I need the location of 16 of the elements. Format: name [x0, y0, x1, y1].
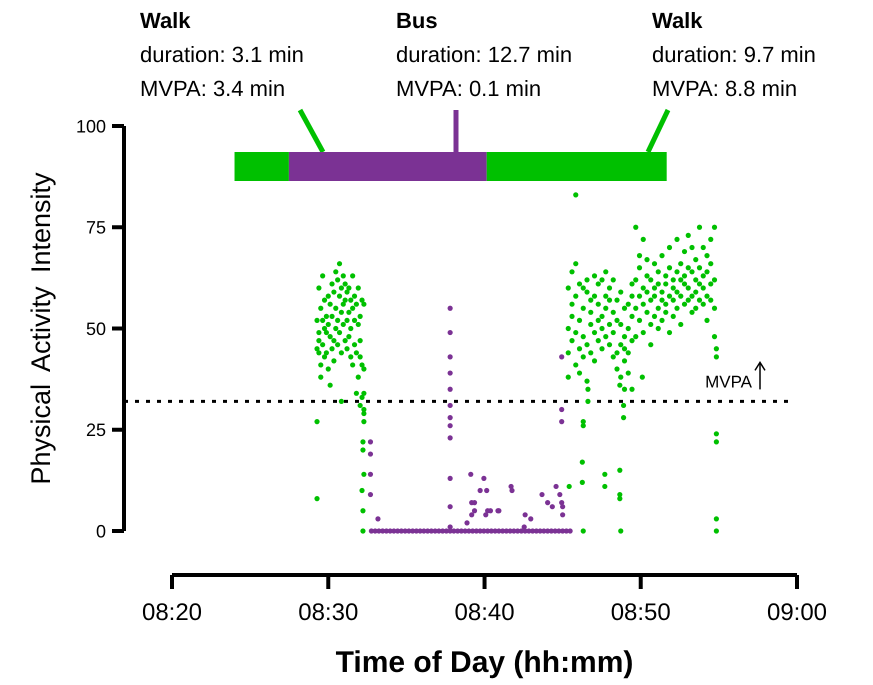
x-tick-label: 08:30 — [298, 599, 358, 626]
x-tick-label: 08:40 — [454, 599, 515, 626]
x-tick-label: 08:50 — [610, 599, 671, 626]
y-axis-title: Physical Activity Intensity — [26, 172, 56, 485]
x-tick-label: 09:00 — [766, 599, 828, 626]
band-label: Walk duration: 9.7 min MVPA: 8.8 min — [652, 8, 816, 101]
legend-label: MVPA — [705, 372, 753, 392]
y-tick-label: 25 — [86, 420, 106, 440]
y-tick-label: 50 — [86, 318, 106, 339]
y-tick-label: 75 — [86, 218, 106, 238]
y-tick-label: 0 — [96, 521, 106, 542]
band-label: Walk duration: 3.1 min MVPA: 3.4 min — [140, 8, 304, 101]
x-tick-label: 08:20 — [142, 599, 202, 626]
band-label: Bus duration: 12.7 min MVPA: 0.1 min — [396, 8, 572, 101]
y-tick-label: 100 — [76, 116, 106, 136]
x-axis-title: Time of Day (hh:mm) — [336, 646, 634, 679]
